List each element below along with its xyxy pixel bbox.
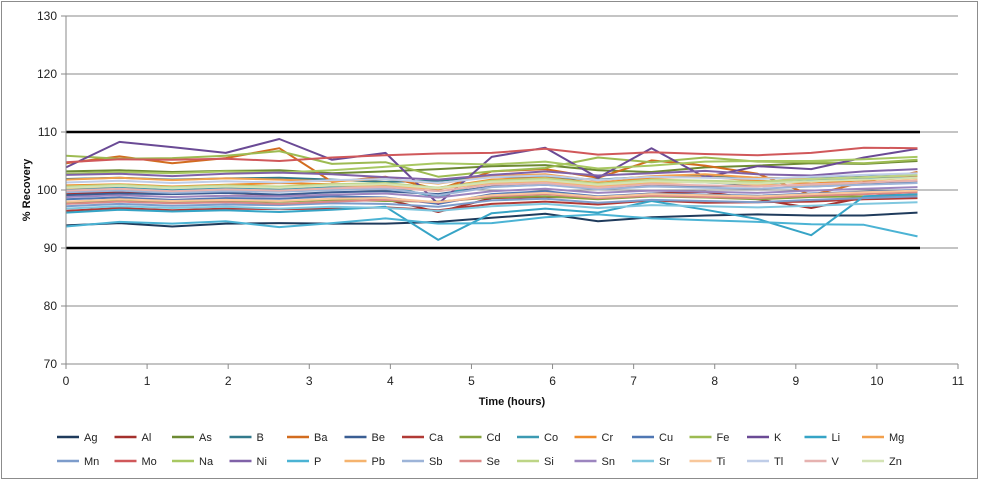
series-line-sr — [65, 201, 918, 212]
legend-label-ba: Ba — [314, 432, 328, 444]
series-line-li — [65, 193, 918, 241]
y-axis-title: % Recovery — [21, 158, 33, 221]
series-line-si — [65, 173, 918, 189]
legend-label-tl: Tl — [774, 456, 783, 468]
legend-label-na: Na — [199, 456, 214, 468]
series-line-sn — [65, 186, 918, 199]
series-line-tl — [65, 172, 918, 184]
legend-label-p: P — [314, 456, 321, 468]
x-tick-label-2: 2 — [225, 374, 232, 388]
axes — [61, 15, 959, 369]
y-tick-label-110: 110 — [38, 125, 57, 139]
series-line-se — [65, 191, 918, 205]
series-lines — [65, 138, 918, 241]
legend-label-cd: Cd — [487, 432, 501, 444]
y-tick-labels: 70 80 90 100 110 120 130 — [37, 9, 57, 371]
legend-label-li: Li — [832, 432, 841, 444]
legend-label-si: Si — [544, 456, 554, 468]
legend-label-mo: Mo — [142, 456, 157, 468]
legend-label-k: K — [774, 432, 782, 444]
legend-label-ti: Ti — [717, 456, 726, 468]
y-tick-label-130: 130 — [37, 9, 57, 23]
legend-label-ag: Ag — [84, 432, 97, 444]
legend-label-v: V — [832, 456, 840, 468]
x-tick-label-4: 4 — [387, 374, 394, 388]
control-limit-lines — [66, 130, 920, 250]
legend-label-cu: Cu — [659, 432, 673, 444]
x-tick-label-11: 11 — [952, 374, 965, 388]
series-line-mo — [65, 146, 918, 164]
x-tick-label-5: 5 — [468, 374, 475, 388]
series-line-ag — [65, 211, 918, 228]
legend-label-al: Al — [142, 432, 152, 444]
series-line-v — [65, 179, 918, 193]
legend-label-pb: Pb — [372, 456, 385, 468]
x-tick-labels: 0 1 2 3 4 5 6 7 8 9 10 11 — [63, 374, 965, 388]
series-line-mn — [65, 195, 918, 208]
legend-label-co: Co — [544, 432, 558, 444]
x-tick-label-7: 7 — [630, 374, 637, 388]
legend-label-sn: Sn — [602, 456, 615, 468]
x-tick-label-8: 8 — [711, 374, 718, 388]
x-tick-label-10: 10 — [870, 374, 884, 388]
y-tick-label-100: 100 — [37, 183, 57, 197]
legend-label-as: As — [199, 432, 212, 444]
legend-label-fe: Fe — [717, 432, 730, 444]
series-line-ni — [65, 168, 918, 181]
x-tick-label-9: 9 — [792, 374, 799, 388]
x-tick-label-0: 0 — [63, 374, 70, 388]
legend-label-ni: Ni — [257, 456, 267, 468]
series-line-sb — [65, 182, 918, 197]
y-tick-label-80: 80 — [44, 299, 58, 313]
legend: Ag Al As B Ba Be Ca Cd Co Cr Cu Fe K Li Mg Mn Mo Na Ni P Pb S… — [57, 432, 904, 468]
legend-label-se: Se — [487, 456, 500, 468]
legend-label-be: Be — [372, 432, 385, 444]
legend-label-sr: Sr — [659, 456, 670, 468]
y-tick-label-90: 90 — [44, 241, 58, 255]
legend-label-b: B — [257, 432, 264, 444]
x-tick-label-3: 3 — [306, 374, 313, 388]
series-line-cd — [65, 194, 918, 204]
legend-label-sb: Sb — [429, 456, 442, 468]
x-axis-title: Time (hours) — [479, 396, 546, 408]
x-tick-label-1: 1 — [144, 374, 151, 388]
legend-label-ca: Ca — [429, 432, 444, 444]
legend-label-mg: Mg — [889, 432, 904, 444]
y-tick-label-70: 70 — [44, 357, 58, 371]
legend-label-zn: Zn — [889, 456, 902, 468]
series-line-na — [65, 155, 918, 175]
legend-label-mn: Mn — [84, 456, 99, 468]
legend-label-cr: Cr — [602, 432, 614, 444]
series-line-k — [65, 138, 918, 205]
series-line-zn — [65, 176, 918, 190]
series-line-p — [65, 213, 918, 238]
y-tick-label-120: 120 — [37, 67, 57, 81]
series-line-ti — [65, 189, 918, 204]
x-tick-label-6: 6 — [549, 374, 556, 388]
